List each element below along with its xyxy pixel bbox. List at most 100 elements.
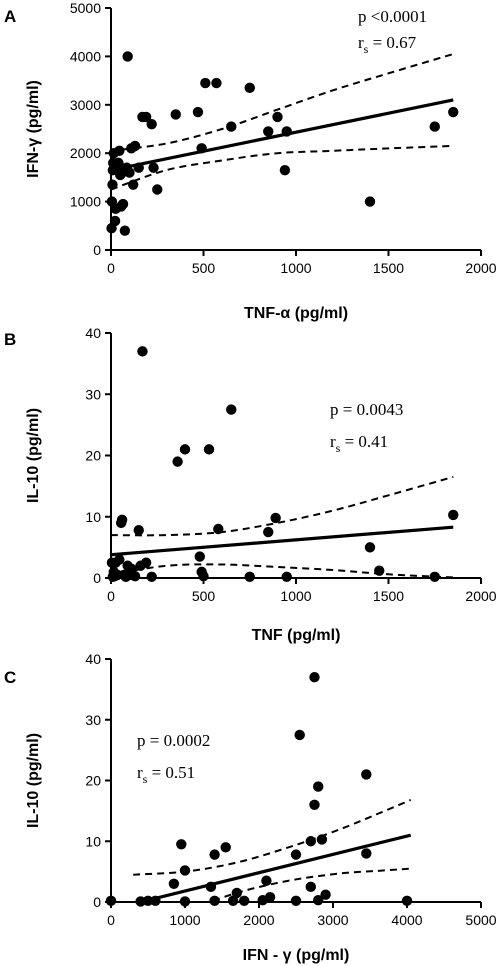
data-point [401, 895, 413, 906]
y-tick-label: 4000 [70, 48, 101, 64]
data-point [148, 162, 159, 173]
data-point [429, 571, 440, 582]
data-point [281, 571, 292, 582]
data-point [129, 140, 141, 152]
data-point [133, 525, 144, 536]
data-point [179, 444, 191, 455]
y-tick-label: 1000 [70, 194, 101, 210]
data-point [279, 164, 291, 176]
data-point [122, 51, 133, 62]
p-value-label: p = 0.0043 [330, 400, 403, 419]
data-point [364, 542, 376, 553]
data-point [140, 557, 152, 568]
y-tick-label: 10 [85, 509, 101, 525]
data-point [168, 878, 180, 889]
data-point [152, 184, 163, 195]
x-tick-label: 1000 [280, 260, 311, 276]
regression-line [111, 98, 454, 172]
ci-upper-line [111, 53, 454, 152]
data-point [124, 167, 135, 178]
data-points [106, 51, 459, 236]
data-point [209, 895, 220, 906]
data-points [105, 672, 413, 907]
data-point [361, 769, 372, 780]
data-point [263, 526, 274, 538]
data-point [128, 179, 139, 190]
data-point [261, 875, 272, 886]
data-point [146, 118, 157, 130]
panel-letter: A [4, 7, 16, 26]
y-axis-title: IL-10 (pg/ml) [25, 408, 42, 503]
x-axis-title: TNF (pg/ml) [252, 627, 341, 644]
data-point [146, 571, 157, 582]
data-point [176, 839, 187, 850]
data-points [106, 346, 459, 582]
ci-upper-line [133, 798, 412, 876]
y-tick-label: 0 [93, 242, 101, 258]
data-point [170, 109, 181, 120]
y-tick-label: 20 [85, 773, 101, 789]
data-point [196, 143, 207, 154]
y-tick-label: 30 [85, 386, 101, 402]
data-point [231, 887, 242, 899]
ci-lower-line [111, 144, 454, 191]
data-point [448, 106, 459, 118]
x-axis-title: TNF-α (pg/ml) [244, 305, 348, 322]
data-point [361, 848, 372, 859]
x-tick-label: 0 [107, 912, 115, 928]
regression-line [111, 525, 454, 557]
data-point [109, 215, 121, 227]
x-tick-label: 0 [107, 260, 115, 276]
x-tick-label: 500 [192, 588, 216, 604]
x-tick-label: 2000 [243, 912, 274, 928]
fit-lines [111, 475, 454, 578]
y-tick-label: 3000 [70, 97, 101, 113]
data-point [172, 456, 183, 467]
y-tick-label: 0 [93, 570, 101, 586]
data-point [281, 126, 292, 137]
data-point [305, 881, 316, 893]
data-point [364, 196, 376, 207]
data-point [194, 551, 205, 562]
data-point [213, 523, 224, 535]
fit-lines [133, 798, 412, 902]
data-point [200, 77, 211, 89]
data-point [137, 346, 148, 357]
data-point [198, 570, 209, 582]
data-point [107, 179, 118, 190]
panel-letter: C [4, 668, 16, 687]
data-point [150, 895, 161, 906]
x-tick-label: 1000 [169, 912, 200, 928]
data-point [142, 895, 154, 906]
data-point [313, 894, 324, 906]
data-point [129, 570, 141, 582]
panel-a: 0 1000 2000 3000 4000 5000 0 500 1000 1500 2000 TNF… [4, 0, 497, 322]
y-tick-label: 2000 [70, 145, 101, 161]
data-point [114, 554, 125, 565]
data-point [429, 121, 440, 132]
data-point [272, 111, 283, 123]
data-point [313, 781, 324, 792]
data-point [113, 157, 124, 169]
ci-lower-line [111, 563, 454, 578]
data-point [305, 836, 316, 847]
spearman-label: rs = 0.41 [330, 432, 388, 455]
p-value-label: p <0.0001 [358, 7, 427, 26]
data-point [133, 162, 144, 173]
spearman-label: rs = 0.51 [137, 763, 195, 786]
x-tick-label: 2000 [465, 260, 496, 276]
data-point [309, 799, 320, 810]
y-axis-title: IL-10 (pg/ml) [25, 733, 42, 828]
x-axis-title: IFN - γ (pg/ml) [243, 947, 350, 964]
x-tick-label: 1000 [280, 588, 311, 604]
y-tick-label: 30 [85, 712, 101, 728]
data-point [320, 889, 331, 900]
spearman-label: rs = 0.67 [358, 33, 417, 56]
p-value-label: p = 0.0002 [137, 731, 210, 750]
data-point [227, 895, 239, 906]
panel-letter: B [4, 330, 16, 349]
x-tick-label: 0 [107, 588, 115, 604]
data-point [220, 842, 231, 853]
